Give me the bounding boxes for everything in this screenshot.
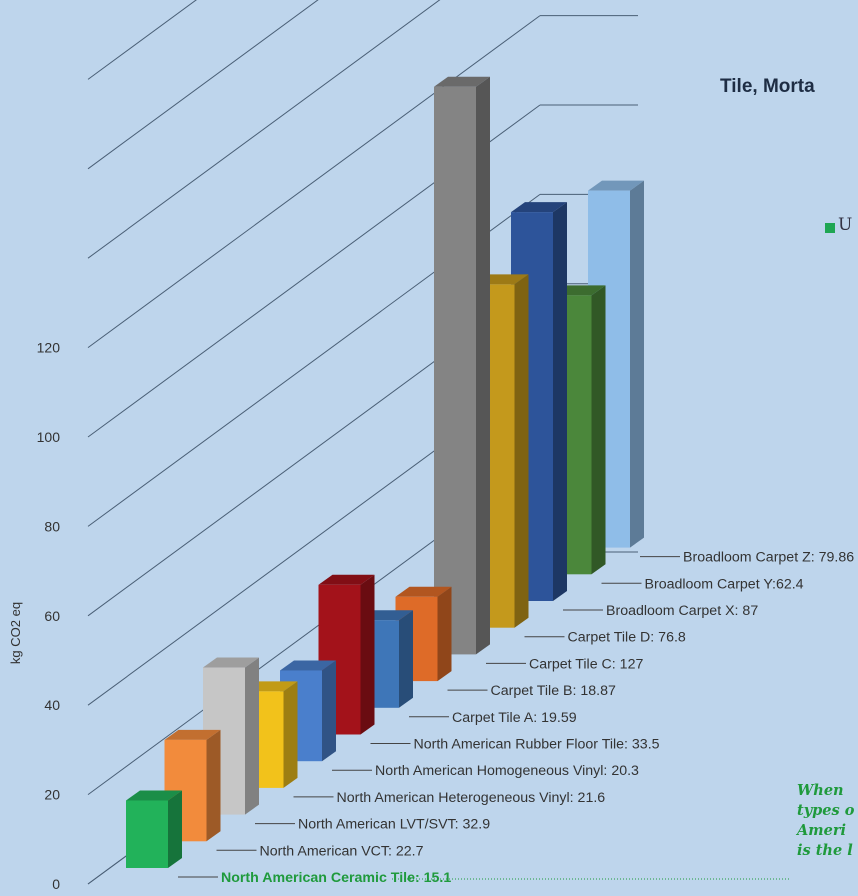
annotation-note: When types o Ameri is the l — [797, 781, 854, 861]
category-labels: North American Ceramic Tile: 15.1 North A… — [178, 550, 854, 886]
bar-top — [203, 657, 259, 668]
category-label: North American Rubber Floor Tile: 33.5 — [414, 737, 660, 753]
category-label: North American Homogeneous Vinyl: 20.3 — [375, 763, 639, 779]
bar-top — [280, 660, 336, 671]
bar-top — [588, 180, 644, 191]
category-label: Carpet Tile D: 76.8 — [568, 630, 686, 646]
bar-top — [511, 202, 567, 213]
bar-side — [360, 574, 375, 735]
y-tick-label: 20 — [44, 787, 60, 803]
bar-side — [168, 790, 182, 868]
bar-side — [437, 586, 452, 682]
bar-side — [630, 180, 644, 548]
bar-top — [395, 586, 452, 597]
category-label: Carpet Tile B: 18.87 — [491, 683, 617, 699]
category-label: Broadloom Carpet Z: 79.86 — [683, 550, 854, 566]
bar-side — [399, 610, 413, 708]
note-line: is the l — [797, 842, 853, 859]
y-axis-ticks: 0 20 40 60 80 100 120 — [37, 340, 61, 892]
note-line: Ameri — [797, 822, 846, 839]
bar — [164, 729, 221, 842]
y-tick-label: 0 — [52, 876, 60, 892]
bar-top — [434, 76, 490, 87]
bar — [434, 76, 490, 655]
bar-side — [553, 202, 567, 602]
bar-side — [322, 660, 336, 762]
category-label: North American Heterogeneous Vinyl: 21.6 — [337, 790, 606, 806]
bar-side — [283, 681, 298, 788]
bar-side — [476, 76, 490, 655]
y-tick-label: 40 — [44, 697, 60, 713]
bar-top — [126, 790, 182, 801]
chart-bars — [126, 76, 644, 868]
bar-side — [591, 285, 606, 575]
category-label: Broadloom Carpet X: 87 — [606, 603, 758, 619]
bar-front — [126, 800, 168, 868]
category-label: Broadloom Carpet Y:62.4 — [645, 576, 804, 592]
category-label: Carpet Tile C: 127 — [529, 656, 643, 672]
legend-entry: U — [838, 215, 853, 235]
y-tick-label: 80 — [44, 518, 60, 534]
category-label: Carpet Tile A: 19.59 — [452, 710, 577, 726]
category-label: North American LVT/SVT: 32.9 — [298, 817, 490, 833]
bar-top — [164, 729, 221, 740]
note-line: types o — [797, 802, 855, 819]
bar-side — [245, 657, 259, 815]
y-tick-label: 100 — [37, 429, 61, 445]
bar-top — [318, 574, 375, 585]
bar-side — [206, 729, 221, 842]
y-tick-label: 60 — [44, 608, 60, 624]
bar — [126, 790, 182, 868]
chart-title: Tile, Morta — [720, 76, 815, 97]
note-line: When — [797, 782, 844, 799]
legend-swatch — [825, 223, 835, 233]
y-axis-label: kg CO2 eq — [8, 602, 23, 664]
y-tick-label: 120 — [37, 340, 61, 356]
category-label: North American VCT: 22.7 — [260, 843, 424, 859]
category-label: North American Ceramic Tile: 15.1 — [221, 870, 451, 886]
bar-side — [514, 274, 529, 628]
bar-front — [434, 86, 476, 655]
